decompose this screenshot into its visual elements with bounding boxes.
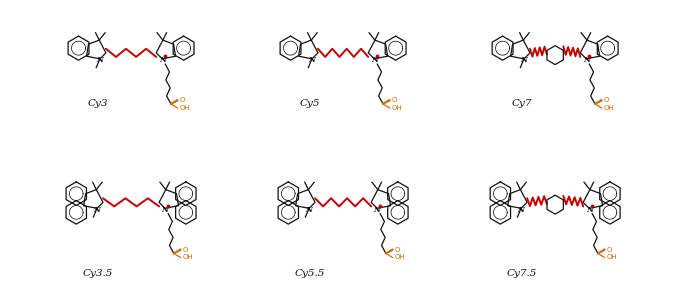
Text: N: N [309, 57, 316, 65]
Text: Cy3.5: Cy3.5 [82, 269, 113, 278]
Text: Cy3: Cy3 [87, 99, 108, 108]
Text: Cy7: Cy7 [511, 99, 532, 108]
Text: O: O [603, 97, 609, 103]
Text: O: O [182, 247, 188, 253]
Text: N: N [93, 206, 100, 214]
Text: O: O [394, 247, 400, 253]
Text: O: O [392, 97, 397, 103]
Text: N: N [374, 206, 381, 214]
Text: OH: OH [603, 105, 614, 111]
Text: O: O [606, 247, 612, 253]
Text: Cy5: Cy5 [300, 99, 320, 108]
Text: N: N [158, 57, 165, 65]
Text: OH: OH [179, 105, 190, 111]
Text: N: N [583, 57, 590, 65]
Text: N: N [585, 206, 593, 214]
Text: OH: OH [394, 254, 405, 260]
Text: N: N [518, 206, 525, 214]
Text: N: N [306, 206, 313, 214]
Text: N: N [162, 206, 169, 214]
Text: OH: OH [182, 254, 193, 260]
Text: N: N [96, 57, 103, 65]
Text: OH: OH [606, 254, 617, 260]
Text: Cy7.5: Cy7.5 [507, 269, 537, 278]
Text: N: N [371, 57, 378, 65]
Text: Cy5.5: Cy5.5 [295, 269, 325, 278]
Text: O: O [179, 97, 185, 103]
Text: N: N [520, 57, 527, 65]
Text: OH: OH [392, 105, 402, 111]
